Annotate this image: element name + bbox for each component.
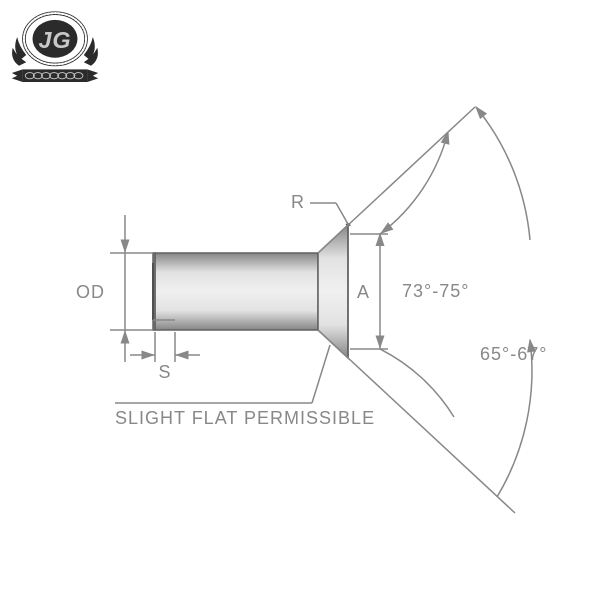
tube-body: [153, 224, 350, 358]
dim-od: [110, 215, 153, 362]
dim-angles: [318, 107, 532, 513]
label-a: A: [357, 282, 370, 302]
label-r: R: [291, 192, 305, 212]
label-od: OD: [76, 282, 105, 302]
leader-r: [310, 203, 348, 224]
label-angle2: 65°-67°: [480, 344, 547, 364]
technical-drawing: OD S R A 73°-75° 65°-67° SLIGHT FLAT PER…: [0, 0, 600, 600]
label-angle1: 73°-75°: [402, 281, 469, 301]
leader-note: [115, 345, 330, 403]
label-note: SLIGHT FLAT PERMISSIBLE: [115, 408, 375, 428]
label-s: S: [158, 362, 171, 382]
